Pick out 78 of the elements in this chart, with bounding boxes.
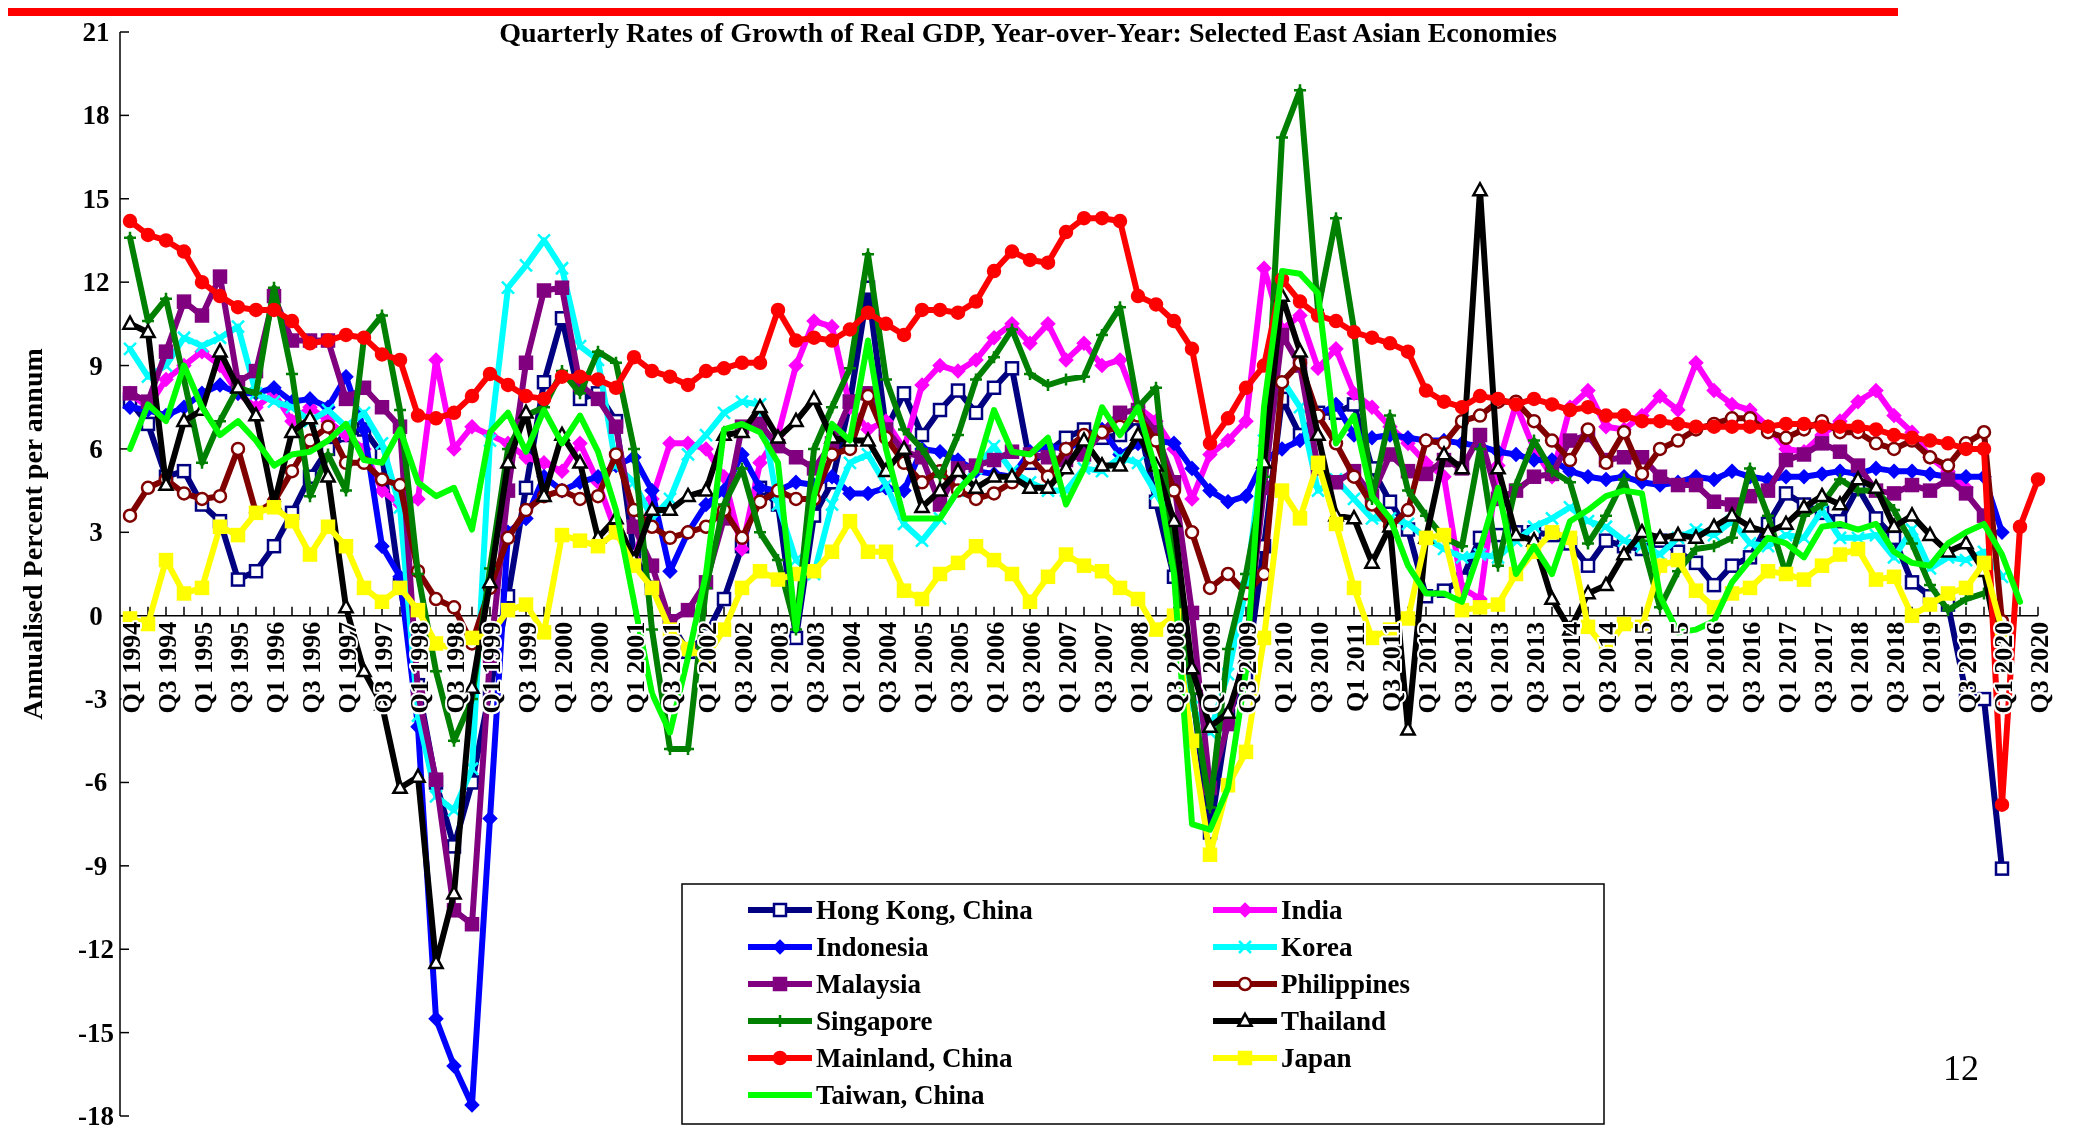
x-tick-label: Q1 2015	[1629, 621, 1658, 714]
x-tick-label: Q3 2003	[801, 621, 830, 714]
legend-label: Korea	[1281, 932, 1353, 962]
x-tick-label: Q1 2016	[1701, 621, 1730, 714]
x-tick-label: Q1 2006	[981, 621, 1010, 714]
x-tick-label: Q1 2002	[693, 621, 722, 714]
x-tick-label: Q3 1999	[513, 621, 542, 714]
y-tick-label: -18	[78, 1101, 114, 1131]
x-tick-label: Q1 2011	[1341, 621, 1370, 712]
y-tick-label: 0	[89, 600, 103, 631]
y-tick-label: -12	[78, 934, 114, 965]
legend-label: Taiwan, China	[816, 1080, 986, 1110]
x-tick-label: Q3 2008	[1161, 621, 1190, 714]
y-tick-label: 18	[82, 100, 110, 131]
x-tick-label: Q3 1994	[153, 621, 182, 714]
x-tick-label: Q1 1994	[117, 621, 146, 714]
x-tick-label: Q1 1995	[189, 621, 218, 714]
y-tick-label: 12	[82, 267, 110, 298]
x-tick-label: Q3 2014	[1593, 621, 1622, 714]
legend-label: Malaysia	[816, 969, 922, 999]
y-tick-label: 6	[89, 433, 103, 464]
y-axis-title: Annualised Percent per annum	[17, 348, 48, 720]
x-tick-label: Q3 2016	[1737, 621, 1766, 714]
x-tick-label: Q3 2002	[729, 621, 758, 714]
x-tick-label: Q3 1996	[297, 621, 326, 714]
x-tick-label: Q3 2015	[1665, 621, 1694, 714]
legend-label: Hong Kong, China	[816, 895, 1034, 925]
x-tick-label: Q3 2013	[1521, 621, 1550, 714]
x-tick-label: Q1 2009	[1197, 621, 1226, 714]
x-tick-label: Q3 2019	[1953, 621, 1982, 714]
x-tick-label: Q3 1995	[225, 621, 254, 714]
x-tick-label: Q1 2007	[1053, 621, 1082, 714]
x-tick-label: Q1 1997	[333, 621, 362, 714]
y-tick-label: 21	[82, 17, 110, 47]
x-tick-label: Q3 2018	[1881, 621, 1910, 714]
x-tick-label: Q3 2017	[1809, 621, 1838, 714]
y-tick-label: 15	[82, 183, 110, 214]
y-tick-label: -9	[84, 850, 108, 881]
x-tick-label: Q1 1996	[261, 621, 290, 714]
x-tick-label: Q3 2005	[945, 621, 974, 714]
x-tick-label: Q3 2006	[1017, 621, 1046, 714]
x-tick-label: Q1 1999	[477, 621, 506, 714]
x-tick-label: Q3 2009	[1233, 621, 1262, 714]
legend-label: Mainland, China	[816, 1043, 1014, 1073]
x-tick-label: Q1 1998	[405, 621, 434, 714]
x-tick-label: Q1 2018	[1845, 621, 1874, 714]
x-tick-label: Q3 2001	[657, 621, 686, 714]
x-tick-label: Q1 2008	[1125, 621, 1154, 714]
y-tick-label: -15	[78, 1017, 114, 1048]
x-tick-label: Q1 2004	[837, 621, 866, 714]
x-tick-label: Q3 2004	[873, 621, 902, 714]
x-tick-label: Q3 2020	[2025, 621, 2054, 714]
x-tick-label: Q3 2000	[585, 621, 614, 714]
x-tick-label: Q1 2012	[1413, 621, 1442, 714]
x-tick-label: Q1 2017	[1773, 621, 1802, 714]
y-tick-label: 9	[89, 350, 103, 381]
x-tick-label: Q3 2012	[1449, 621, 1478, 714]
legend-label: Japan	[1281, 1043, 1352, 1073]
x-tick-label: Q1 2005	[909, 621, 938, 714]
y-tick-label: -6	[84, 767, 108, 798]
x-tick-label: Q1 2000	[549, 621, 578, 714]
x-tick-label: Q1 2003	[765, 621, 794, 714]
x-tick-label: Q1 2019	[1917, 621, 1946, 714]
legend-label: India	[1281, 895, 1344, 925]
y-tick-label: -3	[84, 684, 108, 715]
x-tick-label: Q1 2010	[1269, 621, 1298, 714]
legend-label: Indonesia	[816, 932, 930, 962]
legend-label: Singapore	[816, 1006, 933, 1036]
x-tick-label: Q3 1998	[441, 621, 470, 714]
legend-label: Philippines	[1281, 969, 1411, 999]
x-tick-label: Q1 2013	[1485, 621, 1514, 714]
chart-title: Quarterly Rates of Growth of Real GDP, Year-over-Year: Selected East Asian Economies	[499, 17, 1557, 48]
x-tick-label: Q3 2007	[1089, 621, 1118, 714]
legend-label: Thailand	[1281, 1006, 1387, 1036]
x-tick-label: Q1 2001	[621, 621, 650, 714]
x-tick-label: Q3 2010	[1305, 621, 1334, 714]
y-tick-label: 3	[89, 517, 103, 548]
annotation: 12	[1943, 1048, 1979, 1088]
